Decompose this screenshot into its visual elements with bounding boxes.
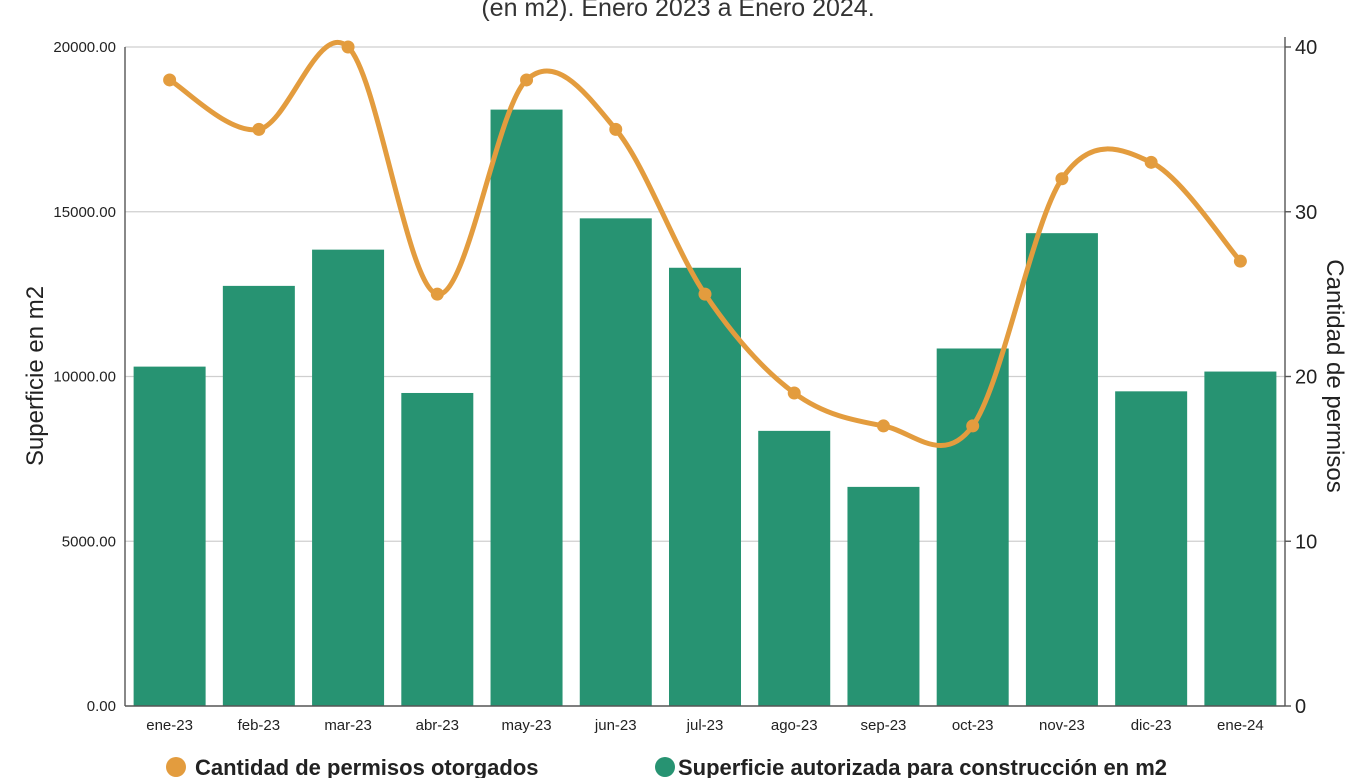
x-tick-label: sep-23 (861, 717, 907, 734)
line-point-abr-23 (430, 287, 444, 301)
y-right-tick-label: 20 (1295, 367, 1317, 389)
x-tick-label: oct-23 (952, 717, 994, 734)
x-tick-label: abr-23 (416, 717, 459, 734)
bar-sep-23 (847, 486, 920, 706)
line-point-may-23 (520, 73, 534, 87)
y-right-tick-label: 30 (1295, 202, 1317, 224)
legend: Cantidad de permisos otorgados Superfici… (166, 755, 1167, 778)
axes (124, 37, 1286, 707)
x-tick-label: mar-23 (324, 717, 372, 734)
bar-jul-23 (669, 267, 741, 706)
y-right-tick-label: 0 (1295, 696, 1306, 718)
y-left-tick-label: 10000.00 (53, 369, 116, 386)
right-axis-ticks: 0 10 20 30 40 (1285, 37, 1317, 718)
left-axis-ticks: 0.00 5000.00 10000.00 15000.00 20000.00 (53, 39, 116, 715)
x-tick-label: nov-23 (1039, 717, 1085, 734)
y-right-axis-title: Cantidad de permisos (1321, 259, 1348, 492)
line-point-dic-23 (1144, 155, 1158, 169)
x-tick-label: dic-23 (1131, 717, 1172, 734)
y-left-tick-label: 5000.00 (62, 533, 116, 550)
y-left-axis-title: Superficie en m2 (22, 286, 49, 466)
line-point-jun-23 (609, 122, 623, 136)
bar-dic-23 (1115, 391, 1188, 706)
legend-marker-permisos (166, 757, 186, 777)
legend-label-permisos: Cantidad de permisos otorgados (195, 755, 539, 778)
bar-feb-23 (222, 285, 295, 706)
line-point-ago-23 (787, 386, 801, 400)
bar-jun-23 (579, 218, 652, 706)
line-point-mar-23 (341, 40, 355, 54)
x-tick-label: ene-23 (146, 717, 193, 734)
y-right-tick-label: 40 (1295, 37, 1317, 59)
bar-ago-23 (758, 430, 831, 706)
line-point-ene-23 (163, 73, 177, 87)
x-axis-ticks: ene-23 feb-23 mar-23 abr-23 may-23 jun-23 jul-… (146, 717, 1263, 734)
bar-nov-23 (1025, 233, 1098, 707)
y-left-tick-label: 20000.00 (53, 39, 116, 56)
y-left-tick-label: 15000.00 (53, 204, 116, 221)
bar-may-23 (490, 109, 563, 707)
legend-label-superficie: Superficie autorizada para construcción … (678, 755, 1167, 778)
y-left-tick-label: 0.00 (87, 698, 116, 715)
x-tick-label: may-23 (502, 717, 552, 734)
line-series (163, 40, 1247, 448)
line-point-jul-23 (698, 287, 712, 301)
bar-abr-23 (401, 392, 474, 706)
line-point-nov-23 (1055, 172, 1069, 186)
chart-title: (en m2). Enero 2023 a Enero 2024. (481, 0, 874, 22)
line-point-oct-23 (966, 419, 980, 433)
line-point-feb-23 (252, 122, 266, 136)
x-tick-label: jul-23 (686, 717, 724, 734)
bar-oct-23 (936, 348, 1009, 706)
bar-ene-24 (1204, 371, 1277, 706)
bar-mar-23 (312, 249, 385, 706)
x-tick-label: feb-23 (238, 717, 281, 734)
line-point-ene-24 (1233, 254, 1247, 268)
bar-ene-23 (133, 366, 206, 706)
x-tick-label: jun-23 (594, 717, 637, 734)
x-tick-label: ago-23 (771, 717, 818, 734)
line-point-sep-23 (876, 419, 890, 433)
x-tick-label: ene-24 (1217, 717, 1264, 734)
bars (133, 109, 1277, 707)
legend-marker-superficie (655, 757, 675, 777)
y-right-tick-label: 10 (1295, 531, 1317, 553)
